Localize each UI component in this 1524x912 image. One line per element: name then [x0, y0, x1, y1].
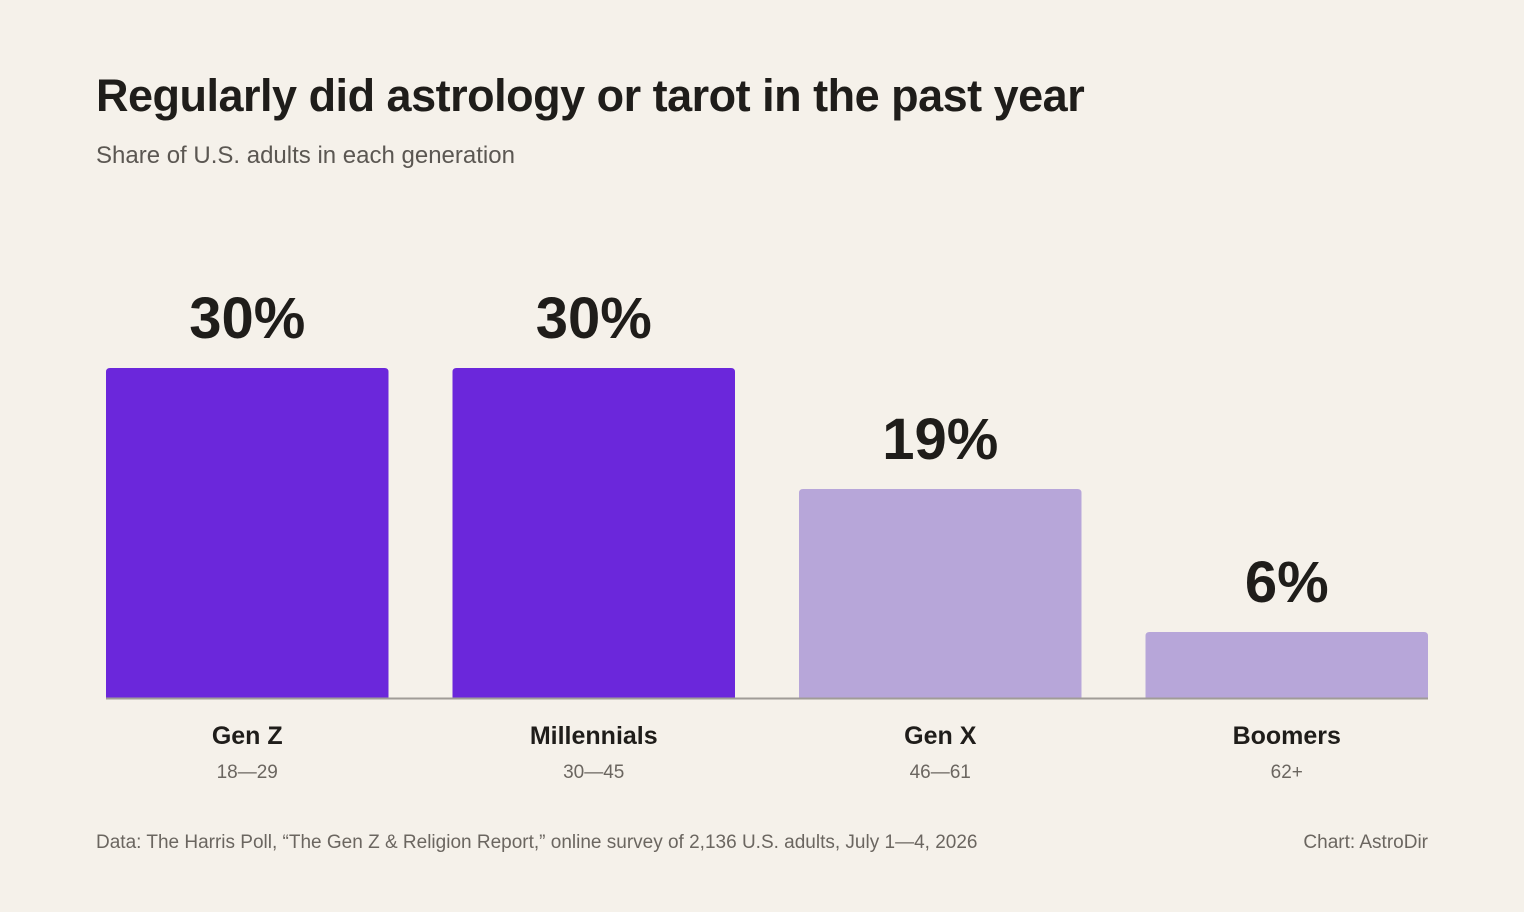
chart-title: Regularly did astrology or tarot in the … [96, 70, 1085, 121]
bar-millennials [452, 368, 735, 698]
category-label: Boomers [1233, 722, 1341, 750]
category-age-range: 18—29 [217, 762, 278, 783]
category-age-range: 62+ [1271, 762, 1303, 783]
category-age-range: 46—61 [910, 762, 971, 783]
bar-gen-x [799, 489, 1082, 698]
category-age-range: 30—45 [563, 762, 624, 783]
value-label: 6% [1245, 550, 1329, 615]
bar-gen-z [106, 368, 389, 698]
value-label: 30% [536, 286, 652, 351]
chart-credit: Chart: AstroDir [1303, 832, 1428, 853]
category-label: Millennials [530, 722, 658, 750]
category-label: Gen X [904, 722, 977, 750]
data-source-note: Data: The Harris Poll, “The Gen Z & Reli… [96, 832, 978, 853]
category-label: Gen Z [212, 722, 283, 750]
chart-subtitle: Share of U.S. adults in each generation [96, 142, 515, 169]
bar-boomers [1145, 632, 1428, 698]
value-label: 19% [882, 407, 998, 472]
value-label: 30% [189, 286, 305, 351]
